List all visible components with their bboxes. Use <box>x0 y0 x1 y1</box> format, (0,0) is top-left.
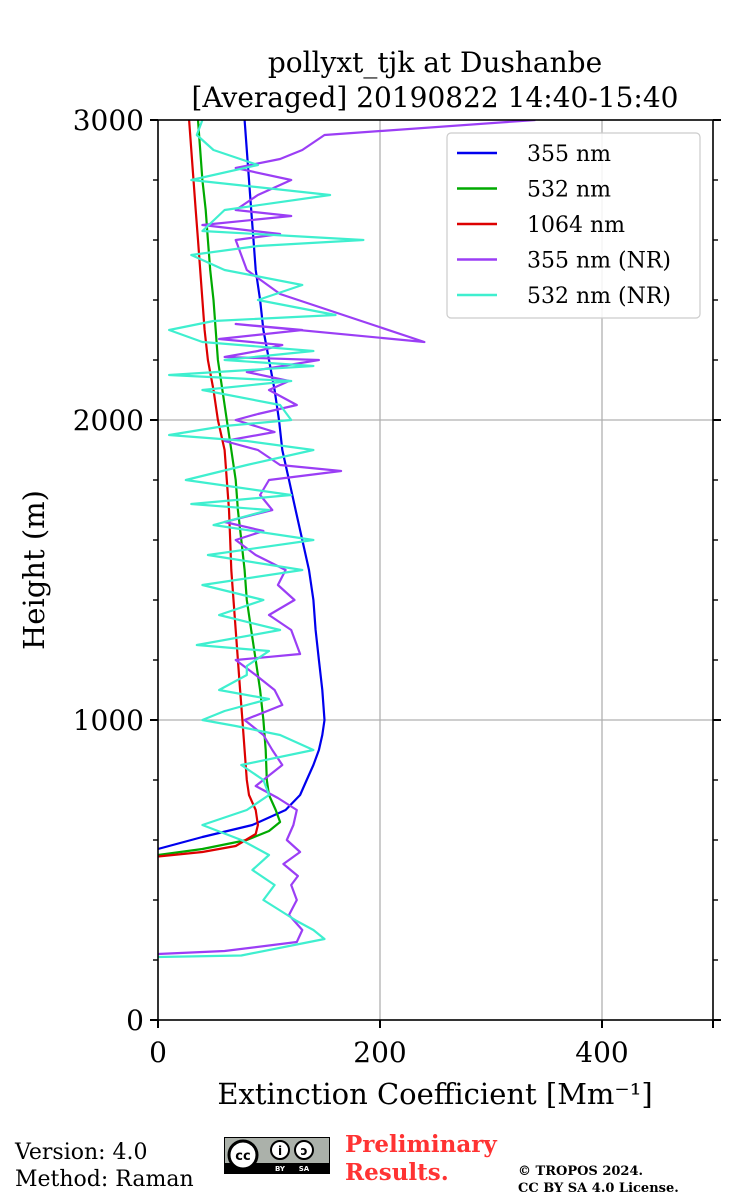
y-tick-label: 3000 <box>73 104 144 137</box>
svg-text:ↄ: ↄ <box>300 1144 307 1158</box>
preliminary-results-label-line2: Results. <box>345 1159 449 1186</box>
extinction-profile-chart: pollyxt_tjk at Dushanbe [Averaged] 20190… <box>17 46 721 1111</box>
plot-frame <box>157 119 714 1021</box>
legend-label: 355 nm <box>527 142 611 167</box>
legend-label: 355 nm (NR) <box>527 249 671 274</box>
cc-by-text: BY <box>275 1165 286 1173</box>
y-tick-label: 2000 <box>73 404 144 437</box>
y-tick-label: 0 <box>126 1004 144 1037</box>
license-label: CC BY SA 4.0 License. <box>518 1181 679 1196</box>
x-axis-label: Extinction Coefficient [Mm⁻¹] <box>217 1077 652 1111</box>
legend-box <box>446 132 701 319</box>
y-tick-label: 1000 <box>73 704 144 737</box>
chart-title-line1: pollyxt_tjk at Dushanbe <box>268 46 602 79</box>
series-line-355-nm <box>158 120 326 851</box>
svg-text:cc: cc <box>235 1149 250 1164</box>
y-axis-label: Height (m) <box>17 490 51 650</box>
axis-ticks: 0 1000 2000 3000 0 200 400 <box>73 104 721 1069</box>
x-tick-label: 0 <box>149 1036 167 1069</box>
version-label: Version: 4.0 <box>15 1140 148 1165</box>
legend: 355 nm 532 nm 1064 nm 355 nm (NR) 532 nm (NR… <box>446 132 701 319</box>
chart-title-line2: [Averaged] 20190822 14:40-15:40 <box>192 81 679 114</box>
series-line-355-nm-nr <box>158 120 536 956</box>
x-tick-label: 400 <box>575 1036 628 1069</box>
legend-label: 532 nm <box>527 178 611 203</box>
series-line-532-nm-nr <box>158 120 365 959</box>
x-tick-label: 200 <box>353 1036 406 1069</box>
copyright-label: © TROPOS 2024. <box>518 1164 644 1179</box>
legend-label: 532 nm (NR) <box>527 284 671 309</box>
legend-label: 1064 nm <box>527 213 625 238</box>
axes-frame <box>157 119 714 1021</box>
series-line-532-nm <box>158 120 282 857</box>
method-label: Method: Raman <box>15 1167 194 1192</box>
preliminary-results-label: Preliminary <box>345 1131 497 1158</box>
series-layer <box>158 120 536 959</box>
cc-sa-text: SA <box>299 1165 310 1173</box>
cc-by-sa-badge: cc i ↄ BY SA <box>224 1137 330 1174</box>
svg-text:i: i <box>278 1144 282 1158</box>
series-line-1064-nm <box>158 120 259 858</box>
